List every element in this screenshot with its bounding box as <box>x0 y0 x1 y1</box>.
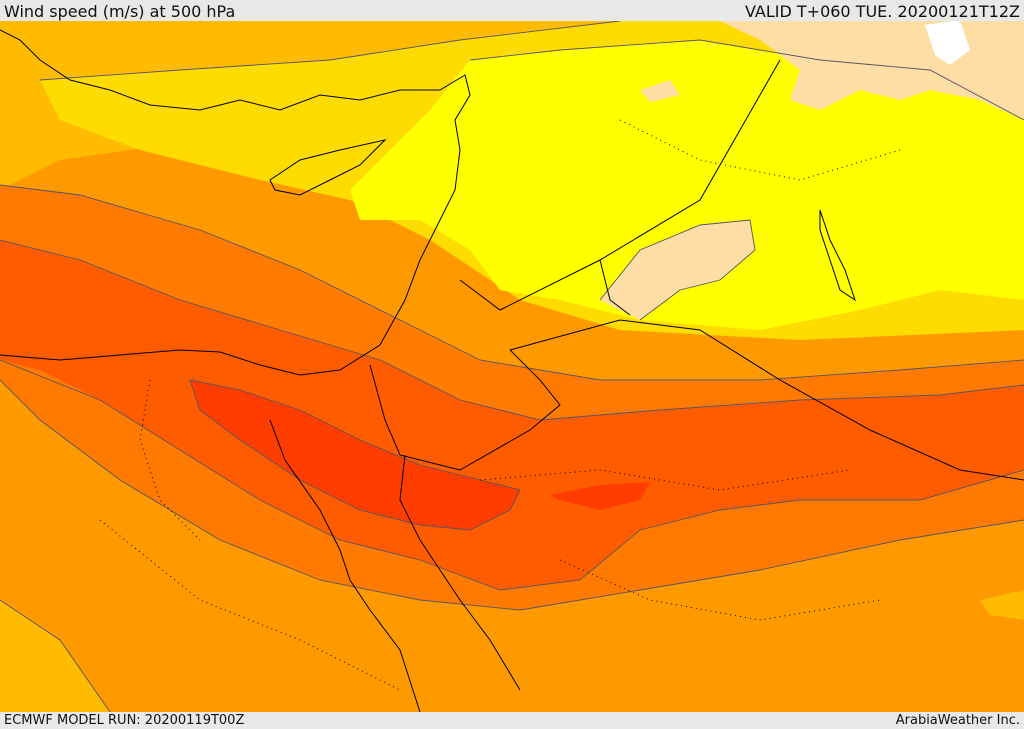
credit-label: ArabiaWeather Inc. <box>895 713 1020 728</box>
band-fill-white-ne <box>925 21 970 65</box>
band-fill-amber-se <box>980 590 1024 620</box>
coastline-gulf <box>819 209 856 302</box>
coastline-red-sea <box>269 419 421 712</box>
band-fill-pale-center <box>600 220 755 320</box>
province-border <box>479 469 851 491</box>
contour-line <box>0 359 1024 591</box>
coastline <box>0 29 471 376</box>
coastline-red-sea-east <box>399 454 521 691</box>
wind-speed-map <box>0 21 1024 712</box>
coastline-cyprus <box>269 139 387 196</box>
map-footer: ECMWF MODEL RUN: 20200119T00Z ArabiaWeat… <box>0 712 1024 729</box>
valid-time: VALID T+060 TUE. 20200121T12Z <box>744 2 1020 21</box>
contour-line <box>0 599 111 712</box>
contour-line <box>0 239 1024 421</box>
contour-line <box>39 21 621 81</box>
band-fill-yellow-core <box>350 40 1024 330</box>
border-line <box>599 259 631 316</box>
model-run-label: ECMWF MODEL RUN: 20200119T00Z <box>4 713 245 728</box>
contour-line <box>0 379 1024 611</box>
band-fill-red-core <box>190 380 520 530</box>
province-border <box>139 379 201 541</box>
band-fill-amber-sw <box>0 600 110 712</box>
contour-line <box>0 184 1024 381</box>
map-header: Wind speed (m/s) at 500 hPa VALID T+060 … <box>0 0 1024 21</box>
border-line <box>509 319 1024 481</box>
map-title: Wind speed (m/s) at 500 hPa <box>4 2 236 21</box>
contour-line <box>599 219 756 321</box>
band-fill-red-orange <box>0 240 1024 590</box>
contour-line <box>469 39 1024 121</box>
border-line <box>369 349 561 471</box>
band-fill-red-small <box>550 482 650 510</box>
province-border <box>619 119 901 181</box>
band-fill-pale-small <box>640 80 680 102</box>
contour-line <box>189 379 521 531</box>
